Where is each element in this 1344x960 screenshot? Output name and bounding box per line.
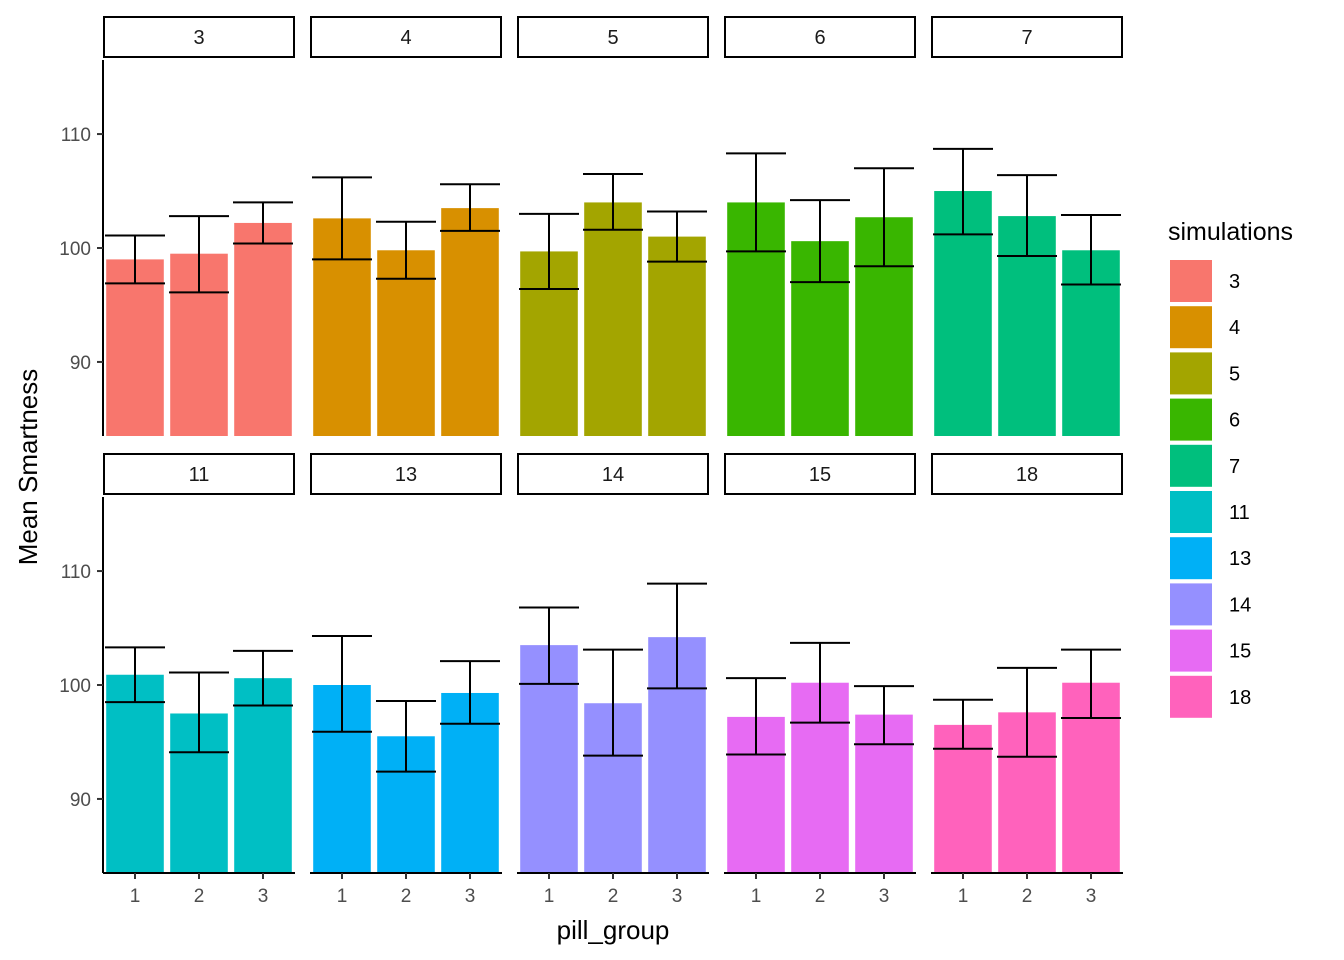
legend-swatch [1170, 444, 1212, 487]
x-tick-label: 3 [465, 886, 476, 907]
facet-strip [931, 16, 1123, 58]
x-tick-label: 2 [608, 886, 619, 907]
bar [106, 674, 164, 873]
x-tick-label: 2 [194, 886, 205, 907]
facet-strip-label: 5 [607, 27, 618, 49]
bar [234, 678, 292, 873]
facet-strip [517, 16, 709, 58]
legend-swatch [1170, 491, 1212, 533]
legend-swatch [1170, 352, 1212, 395]
bar [441, 208, 499, 436]
y-tick-label: 100 [59, 239, 91, 260]
legend-label: 5 [1229, 363, 1240, 385]
facet-strip [724, 453, 916, 495]
x-tick-label: 1 [337, 886, 348, 907]
x-tick-label: 3 [879, 886, 890, 907]
x-tick-label: 2 [1022, 886, 1033, 907]
y-tick-label: 100 [59, 676, 91, 697]
legend-label: 11 [1229, 502, 1250, 524]
legend-label: 18 [1229, 687, 1251, 709]
legend-label: 3 [1229, 271, 1240, 293]
x-tick-label: 2 [401, 886, 412, 907]
facet-strip-label: 3 [193, 27, 204, 49]
bar [584, 202, 642, 436]
bar [648, 236, 706, 436]
facet-strip [310, 16, 502, 58]
x-tick-label: 3 [672, 886, 683, 907]
x-tick-label: 1 [751, 886, 762, 907]
y-tick-label: 110 [61, 562, 91, 583]
legend-swatch [1170, 675, 1212, 718]
legend-swatch [1170, 629, 1212, 672]
x-axis-title: pill_group [557, 915, 670, 945]
legend-swatch [1170, 583, 1212, 626]
legend-label: 6 [1229, 410, 1240, 432]
facet-strip-label: 6 [814, 27, 825, 49]
facet-strip [517, 453, 709, 495]
legend-label: 13 [1229, 548, 1251, 570]
legend-label: 7 [1229, 456, 1240, 478]
y-tick-label: 90 [70, 353, 91, 374]
y-axis-title: Mean Smartness [13, 369, 43, 566]
legend-swatch [1170, 537, 1212, 580]
facet-strip-label: 7 [1021, 27, 1032, 49]
legend-label: 15 [1229, 641, 1251, 663]
facet-strip-label: 13 [395, 464, 417, 486]
facet-strip-label: 14 [602, 464, 624, 486]
facet-strip-label: 4 [400, 27, 411, 49]
facet-strip-label: 15 [809, 464, 831, 486]
facet-strip [103, 16, 295, 58]
x-tick-label: 3 [258, 886, 269, 907]
bar [234, 222, 292, 436]
y-tick-label: 110 [61, 125, 91, 146]
x-tick-label: 1 [130, 886, 141, 907]
legend-swatch [1170, 398, 1212, 441]
facet-strip [724, 16, 916, 58]
facet-strip-label: 18 [1016, 464, 1038, 486]
facet-strip [931, 453, 1123, 495]
legend-title: simulations [1168, 218, 1293, 246]
facet-strip [103, 453, 295, 495]
facet-strip [310, 453, 502, 495]
x-tick-label: 1 [958, 886, 969, 907]
bar [106, 259, 164, 436]
facet-strip-label: 11 [189, 464, 210, 486]
x-tick-label: 2 [815, 886, 826, 907]
y-tick-label: 90 [70, 790, 91, 811]
legend-label: 4 [1229, 317, 1240, 339]
bar [377, 250, 435, 436]
x-tick-label: 3 [1086, 886, 1097, 907]
x-tick-label: 1 [544, 886, 555, 907]
legend-swatch [1170, 306, 1212, 349]
legend-label: 14 [1229, 594, 1251, 616]
legend-swatch [1170, 260, 1212, 302]
